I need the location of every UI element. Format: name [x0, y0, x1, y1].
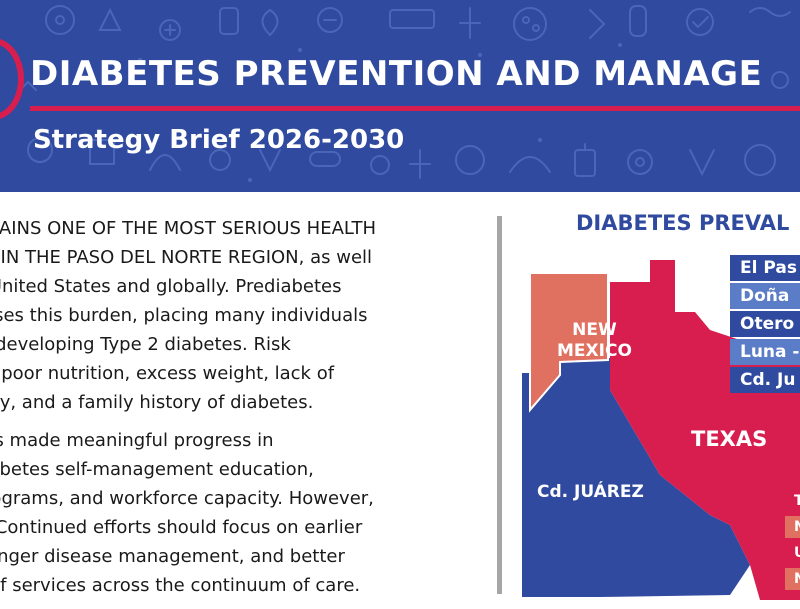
legend2-item: U	[785, 542, 800, 564]
prevalence-legend: El Pas Doña Otero Luna - Cd. Ju	[730, 255, 800, 395]
legend-otero: Otero	[730, 311, 800, 337]
legend2-item: N	[785, 516, 800, 538]
body-text: EMAINS ONE OF THE MOST SERIOUS HEALTH ES…	[0, 214, 482, 609]
text-line: programs, and workforce capacity. Howeve…	[0, 488, 374, 509]
juarez-label: Cd. JUÁREZ	[537, 482, 644, 502]
map-chihuahua	[522, 358, 750, 597]
legend-luna: Luna -	[730, 339, 800, 365]
paragraph-intro: EMAINS ONE OF THE MOST SERIOUS HEALTH ES…	[0, 214, 482, 417]
text-line: eases this burden, placing many individu…	[0, 305, 368, 326]
text-line: h. Continued efforts should focus on ear…	[0, 517, 363, 538]
title-underline	[30, 106, 800, 111]
texas-label: TEXAS	[691, 427, 768, 451]
text-line: diabetes self-management education,	[0, 459, 314, 480]
new-mexico-label: NEW MEXICO	[557, 320, 632, 362]
legend-dona-ana: Doña	[730, 283, 800, 309]
header-banner: DIABETES PREVENTION AND MANAGE Strategy …	[0, 0, 800, 192]
text-line: ith poor nutrition, excess weight, lack …	[0, 363, 335, 384]
legend-el-paso: El Pas	[730, 255, 800, 281]
text-line: EMAINS ONE OF THE MOST SERIOUS HEALTH	[0, 218, 376, 239]
text-line: e United States and globally. Prediabete…	[0, 276, 342, 297]
legend2-item: N	[785, 568, 800, 590]
text-line: tronger disease management, and better	[0, 546, 345, 567]
text-line: of developing Type 2 diabetes. Risk	[0, 334, 291, 355]
map-new-mexico	[529, 272, 609, 413]
prevalence-heading: DIABETES PREVAL	[576, 211, 790, 235]
text-line: ivity, and a family history of diabetes.	[0, 392, 314, 413]
text-line: n of services across the continuum of ca…	[0, 575, 361, 596]
health-doodle-pattern	[19, 5, 791, 182]
text-line: has made meaningful progress in	[0, 430, 274, 451]
secondary-legend: T N U N	[785, 490, 800, 594]
page-subtitle: Strategy Brief 2026-2030	[33, 125, 405, 155]
paragraph-progress: has made meaningful progress in diabetes…	[0, 426, 482, 600]
new-mexico-label-line2: MEXICO	[557, 341, 632, 361]
text-line: ES IN THE PASO DEL NORTE REGION, as well	[0, 247, 373, 268]
legend2-item: T	[785, 490, 800, 512]
legend-cd-juarez: Cd. Ju	[730, 367, 800, 393]
map-texas-panhandle	[650, 260, 675, 312]
column-divider	[497, 216, 502, 594]
page-title: DIABETES PREVENTION AND MANAGE	[30, 54, 763, 94]
new-mexico-label-line1: NEW	[572, 320, 617, 340]
